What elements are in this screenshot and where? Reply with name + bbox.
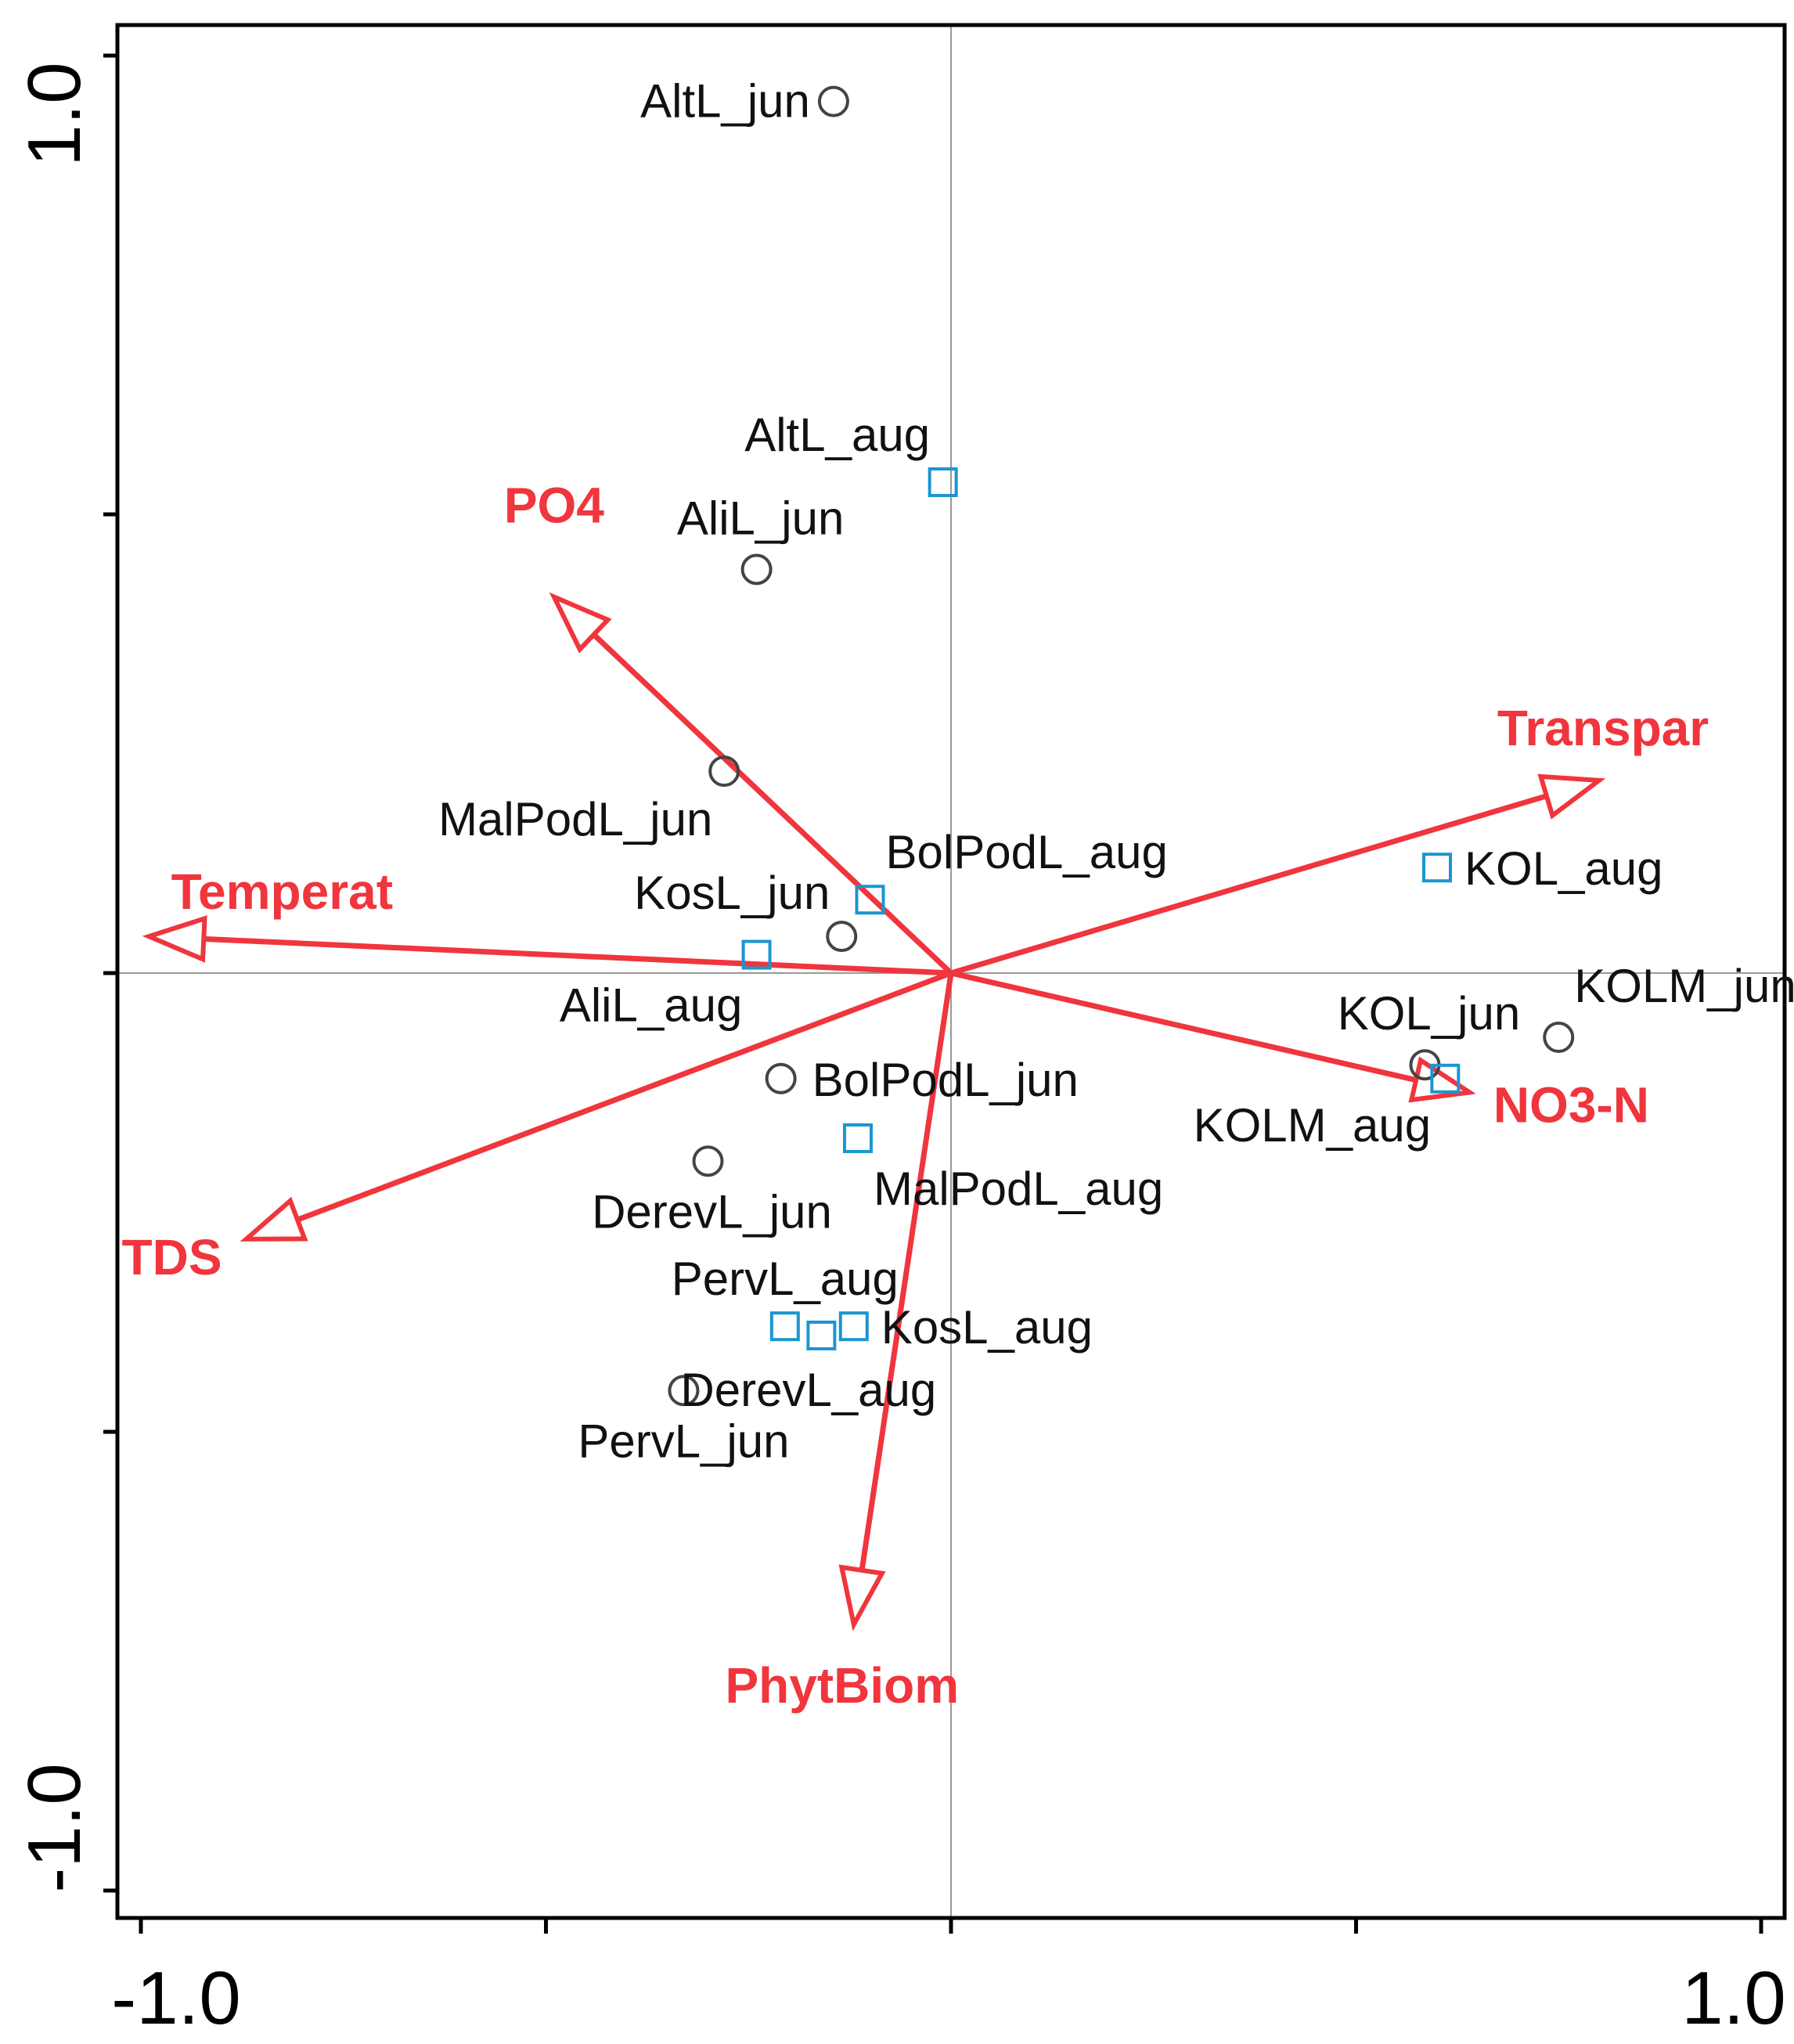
x-tick-label-min: -1.0 [111, 1956, 240, 2040]
label-bolpodl-jun: BolPodL_jun [812, 1054, 1079, 1106]
label-alil-jun: AliL_jun [677, 492, 845, 544]
vector-line-po4 [592, 633, 953, 975]
point-bolpodl-aug [855, 885, 885, 915]
environmental-vectors: PO4 Transpar Temperat TDS NO3-N PhytBiom [122, 477, 1709, 1714]
x-tick-label-max: 1.0 [1681, 1956, 1785, 2040]
label-kol-aug: KOL_aug [1464, 842, 1663, 895]
label-altl-jun: AltL_jun [640, 75, 810, 128]
sample-labels: AltL_jun AliL_jun MalPodL_jun KosL_jun BolPo… [438, 75, 1794, 1468]
point-malpodl-jun [708, 755, 740, 788]
label-derevl-aug: DerevL_aug [680, 1364, 936, 1416]
y-tick-label-min: -1.0 [13, 1763, 96, 1892]
vector-arrowhead-temperat [142, 915, 207, 963]
label-altl-aug: AltL_aug [744, 409, 930, 461]
label-pervl-aug: PervL_aug [672, 1253, 899, 1305]
label-kosl-jun: KosL_jun [634, 867, 830, 919]
vector-label-temperat: Temperat [171, 863, 393, 920]
point-derevl-jun [692, 1145, 724, 1177]
vector-arrowhead-transpar [1537, 773, 1606, 820]
label-kosl-aug: KosL_aug [881, 1301, 1093, 1354]
point-alil-jun [740, 553, 773, 586]
vector-arrowhead-po4 [549, 592, 612, 654]
label-kol-jun: KOL_jun [1338, 987, 1521, 1040]
point-derevl-aug [806, 1320, 837, 1350]
point-kolm-aug [1430, 1063, 1461, 1094]
label-pervl-jun: PervL_jun [578, 1415, 789, 1467]
label-kolm-jun: KOLM_jun [1574, 960, 1794, 1012]
label-bolpodl-aug: BolPodL_aug [886, 826, 1168, 878]
point-altl-aug [928, 467, 958, 497]
vector-line-phytbiom [859, 972, 954, 1571]
y-tick-label-max: 1.0 [13, 62, 96, 166]
vector-label-no3-n: NO3-N [1493, 1076, 1649, 1133]
point-kol-aug [1422, 853, 1452, 883]
vector-label-transpar: Transpar [1497, 700, 1709, 756]
point-pervl-aug [769, 1311, 800, 1342]
vector-line-tds [296, 970, 953, 1223]
vector-arrowhead-no3-n [1408, 1056, 1476, 1103]
vector-label-tds: TDS [122, 1229, 222, 1285]
point-alil-aug [741, 939, 772, 970]
point-malpodl-aug [842, 1123, 873, 1153]
vector-line-temperat [204, 935, 952, 976]
label-kolm-aug: KOLM_aug [1194, 1099, 1432, 1152]
point-kosl-jun [826, 921, 858, 953]
vector-label-phytbiom: PhytBiom [725, 1657, 959, 1714]
point-bolpodl-jun [765, 1062, 797, 1094]
vector-arrowhead-tds [240, 1196, 308, 1242]
label-malpodl-jun: MalPodL_jun [438, 793, 712, 845]
vector-line-no3-n [950, 970, 1417, 1083]
point-pervl-jun [668, 1375, 700, 1407]
label-alil-aug: AliL_aug [560, 979, 743, 1032]
point-kosl-aug [838, 1311, 869, 1342]
point-altl-jun [817, 85, 849, 117]
point-kolm-jun [1543, 1022, 1575, 1054]
vector-label-po4: PO4 [504, 477, 604, 533]
axes: -1.0 1.0 1.0 -1.0 [13, 23, 1787, 2040]
vector-arrowhead-phytbiom [838, 1564, 886, 1631]
label-malpodl-aug: MalPodL_aug [874, 1163, 1163, 1215]
sample-points [668, 85, 1575, 1407]
label-derevl-jun: DerevL_jun [592, 1185, 832, 1238]
vector-line-transpar [950, 793, 1547, 976]
